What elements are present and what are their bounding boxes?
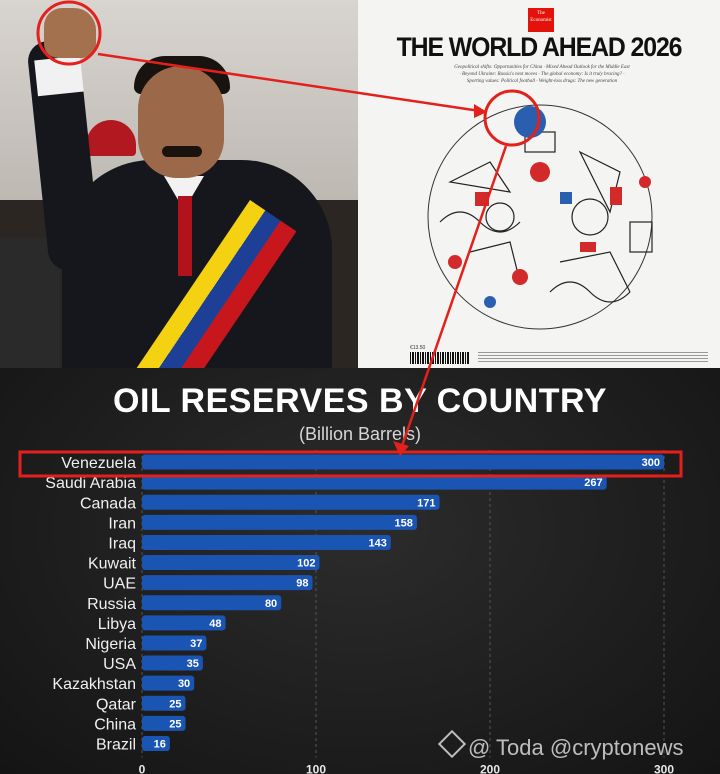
- category-label: China: [94, 716, 136, 733]
- bar-value-label: 25: [169, 698, 181, 710]
- bar-value-label: 37: [190, 638, 202, 650]
- bar-value-label: 35: [187, 658, 199, 670]
- bar-value-label: 80: [265, 598, 277, 610]
- category-label: Kazakhstan: [52, 676, 136, 693]
- red-tie: [178, 196, 192, 276]
- bar: [142, 514, 417, 530]
- bar: [142, 494, 440, 510]
- chart-subtitle: (Billion Barrels): [298, 424, 422, 444]
- face: [138, 66, 224, 178]
- economist-logo: The Economist: [528, 8, 554, 32]
- category-label: Iran: [108, 515, 136, 532]
- x-tick-label: 300: [654, 763, 674, 774]
- bar: [142, 534, 391, 550]
- binance-logo-icon: [437, 729, 467, 759]
- category-label: Saudi Arabia: [45, 475, 136, 492]
- raised-fist: [44, 8, 96, 58]
- bar: [142, 655, 203, 671]
- bar: [142, 715, 186, 731]
- bar-value-label: 300: [642, 457, 660, 469]
- bar: [142, 474, 607, 490]
- bar-value-label: 16: [154, 738, 166, 750]
- category-label: Iraq: [108, 535, 136, 552]
- watermark: @ Toda @cryptonews: [437, 729, 684, 761]
- category-label: Russia: [87, 596, 136, 613]
- bar: [142, 695, 186, 711]
- bar: [142, 595, 282, 611]
- bar-value-label: 102: [297, 558, 315, 570]
- category-label: Kuwait: [88, 556, 137, 573]
- category-label: Nigeria: [85, 636, 136, 653]
- chart-title: OIL RESERVES BY COUNTRY: [113, 382, 607, 420]
- magazine-subtitle: Geopolitical shifts: Opportunities for C…: [454, 65, 630, 84]
- bar-value-label: 267: [584, 477, 602, 489]
- x-tick-label: 0: [139, 763, 146, 774]
- bar-plot: 0 100 200 300 Venezuela 300 Saudi Arabia 267 Can…: [45, 450, 674, 774]
- bar-value-label: 48: [209, 618, 221, 630]
- bar: [142, 454, 664, 470]
- cover-illustration: [427, 104, 653, 330]
- bar-value-label: 30: [178, 678, 190, 690]
- watermark-text: @ Toda @cryptonews: [468, 735, 684, 760]
- cover-footer-text: [478, 352, 708, 364]
- bar-value-label: 25: [169, 718, 181, 730]
- red-beret: [86, 120, 136, 156]
- shirt-cuff: [34, 55, 84, 97]
- bar: [142, 735, 170, 751]
- category-label: Canada: [80, 495, 136, 512]
- bar-value-label: 143: [368, 537, 386, 549]
- magazine-cover: The Economist THE WORLD AHEAD 2026 Geopo…: [358, 0, 720, 368]
- category-label: Qatar: [96, 696, 137, 713]
- bar: [142, 555, 320, 571]
- photo-panel: [0, 0, 358, 368]
- bar-value-label: 98: [296, 578, 308, 590]
- magazine-title: THE WORLD AHEAD 2026: [396, 32, 683, 62]
- category-label: USA: [103, 656, 136, 673]
- bar: [142, 635, 207, 651]
- x-tick-label: 100: [306, 763, 326, 774]
- bar-value-label: 158: [395, 517, 413, 529]
- mustache: [162, 146, 202, 157]
- barcode: [410, 352, 470, 364]
- bar: [142, 675, 195, 691]
- category-label: UAE: [103, 576, 136, 593]
- category-label: Venezuela: [61, 455, 136, 472]
- cover-price: €13.50: [410, 345, 426, 351]
- bar: [142, 615, 226, 631]
- oil-reserves-chart: OIL RESERVES BY COUNTRY (Billion Barrels…: [0, 368, 720, 774]
- category-label: Libya: [98, 616, 136, 633]
- bar-value-label: 171: [417, 497, 435, 509]
- category-label: Brazil: [96, 736, 136, 753]
- bar: [142, 575, 313, 591]
- x-tick-label: 200: [480, 763, 500, 774]
